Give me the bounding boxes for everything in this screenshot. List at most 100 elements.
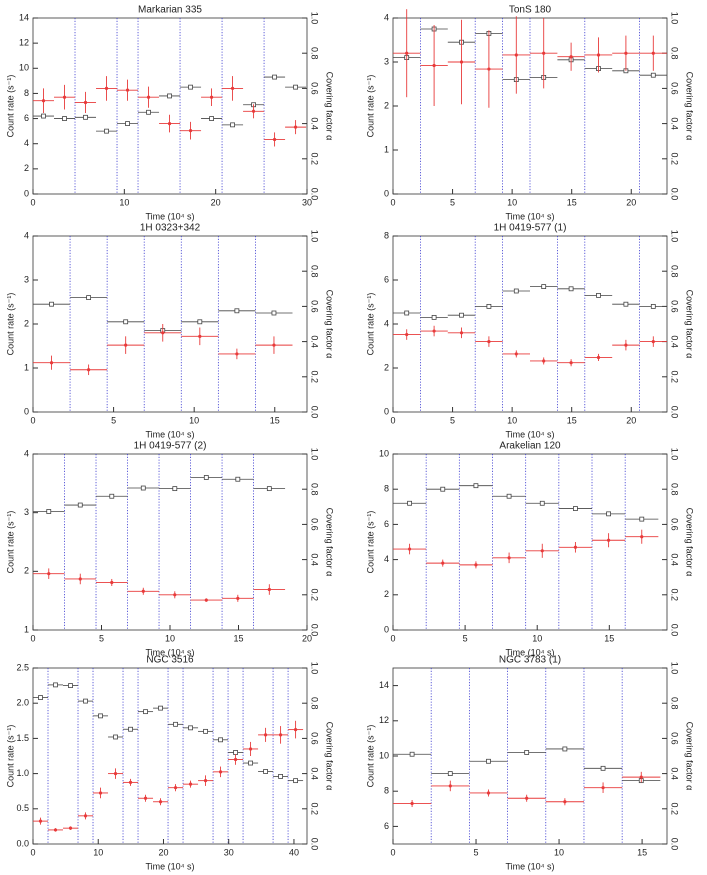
y2-tick-label: 0.4: [310, 335, 320, 348]
y-tick-label: 14: [19, 12, 29, 22]
count-point: [213, 737, 229, 743]
y2-tick-label: 0.0: [670, 188, 680, 201]
cover-dot: [272, 137, 277, 142]
cover-dot: [459, 60, 464, 64]
cover-dot: [459, 331, 464, 335]
cover-dot: [441, 561, 445, 565]
cover-dot: [432, 63, 436, 68]
count-point: [255, 310, 293, 316]
count-point: [592, 511, 626, 517]
count-point: [288, 778, 304, 784]
cover-point: [228, 754, 244, 765]
count-marker: [62, 116, 67, 121]
y-axis-label: Count rate (s⁻¹): [365, 725, 375, 788]
y2-axis-label: Covering factor α: [325, 72, 335, 141]
cover-point: [33, 817, 49, 825]
y-tick-label: 8: [384, 786, 389, 796]
cover-point: [253, 584, 286, 595]
count-marker: [447, 771, 453, 776]
count-marker: [98, 713, 103, 719]
cover-point: [48, 828, 64, 832]
count-marker: [143, 709, 148, 715]
cover-point: [525, 543, 559, 558]
count-marker: [431, 314, 437, 320]
x-tick-label: 20: [626, 197, 636, 207]
count-marker: [158, 705, 163, 711]
x-tick-label: 5: [450, 197, 455, 207]
x-tick-label: 15: [567, 415, 577, 425]
count-point: [264, 74, 286, 80]
count-marker: [650, 303, 656, 309]
cover-dot: [113, 772, 118, 776]
x-axis-label: Time (10⁴ s): [145, 211, 194, 221]
y-axis-label: Count rate (s⁻¹): [5, 75, 15, 138]
y-tick-label: 2: [384, 362, 389, 372]
count-marker: [113, 734, 118, 740]
y2-tick-label: 0.8: [310, 47, 320, 60]
cover-dot: [158, 800, 163, 804]
y-tick-label: 6: [384, 519, 389, 529]
count-marker: [38, 695, 43, 700]
count-point: [558, 506, 593, 511]
plot-frame: [32, 453, 308, 631]
cover-point: [63, 826, 79, 830]
count-marker: [53, 682, 58, 688]
y2-tick-label: 0.8: [310, 483, 320, 496]
y2-tick-label: 0.6: [310, 82, 320, 95]
cover-point: [159, 114, 181, 133]
cover-point: [255, 336, 293, 354]
plot-frame: [392, 235, 668, 413]
cover-dot: [235, 352, 239, 356]
cover-point: [54, 84, 76, 110]
count-marker: [233, 750, 238, 755]
y2-tick-label: 0.6: [670, 300, 680, 313]
x-tick-label: 5: [474, 847, 479, 857]
cover-point: [33, 355, 71, 370]
cover-dot: [272, 343, 276, 347]
cover-dot: [41, 99, 46, 103]
count-point: [96, 128, 118, 134]
y2-tick-label: 0.2: [310, 803, 320, 816]
cover-point: [96, 76, 118, 101]
count-marker: [639, 516, 645, 522]
x-tick-label: 0: [390, 847, 395, 857]
count-marker: [173, 721, 178, 727]
y2-tick-label: 0.2: [310, 371, 320, 384]
cover-dot: [68, 826, 73, 830]
y-tick-label: 14: [379, 680, 389, 690]
count-marker: [46, 509, 52, 514]
cover-point: [138, 794, 154, 802]
panel-title: 1H 0419-577 (2): [134, 441, 207, 452]
count-point: [107, 319, 145, 325]
cover-point: [70, 364, 108, 376]
count-point: [530, 284, 558, 290]
y-tick-label: 2: [384, 589, 389, 599]
count-marker: [83, 698, 88, 704]
count-marker: [109, 493, 115, 499]
cover-dot: [87, 368, 91, 372]
y-tick-label: 3: [384, 56, 389, 66]
cover-dot: [233, 757, 238, 762]
count-marker: [541, 284, 547, 290]
cover-point: [33, 568, 65, 579]
y2-tick-label: 0.0: [310, 188, 320, 201]
y-tick-label: 4: [384, 554, 389, 564]
x-tick-label: 30: [302, 197, 312, 207]
y-axis-label: Count rate (s⁻¹): [365, 75, 375, 138]
y2-tick-label: 0.2: [310, 153, 320, 166]
plot-frame: [392, 667, 668, 845]
y-tick-label: 4: [24, 138, 29, 148]
count-marker: [266, 486, 272, 492]
cover-dot: [596, 53, 601, 57]
y-tick-label: 2.0: [16, 698, 29, 708]
count-marker: [123, 319, 129, 325]
cover-point: [475, 30, 503, 108]
cover-dot: [486, 791, 491, 795]
count-marker: [568, 286, 574, 292]
cover-point: [459, 561, 493, 569]
y-tick-label: 12: [19, 38, 29, 48]
panel: NGC 3516 Time (10⁴ s) Count rate (s⁻¹) Cove…: [5, 655, 334, 872]
x-tick-label: 15: [233, 633, 243, 643]
panel: 1H 0419-577 (1) Time (10⁴ s) Count rate (s…: [365, 223, 694, 440]
